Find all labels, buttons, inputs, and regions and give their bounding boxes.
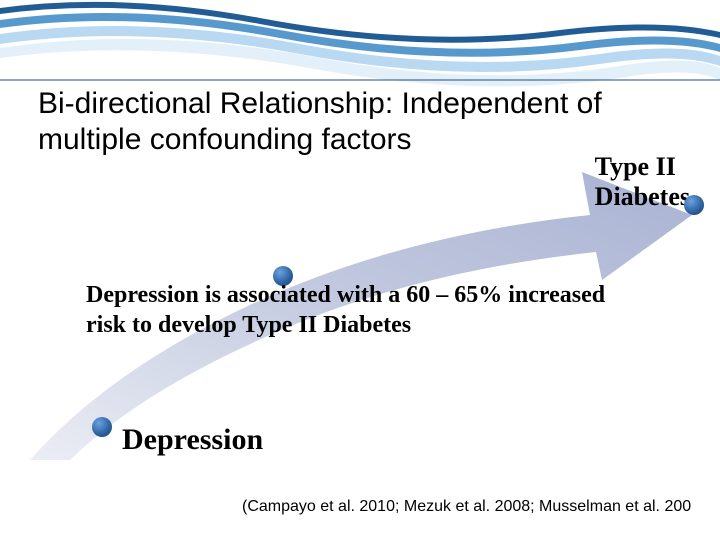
label-type2-diabetes: Type IIDiabetes bbox=[595, 152, 690, 212]
dot-diabetes-icon bbox=[684, 195, 704, 215]
slide: Bi-directional Relationship: Independent… bbox=[0, 0, 720, 540]
wave-decoration bbox=[0, 0, 720, 90]
label-depression: Depression bbox=[122, 423, 263, 457]
dot-depression-icon bbox=[92, 417, 112, 437]
slide-title: Bi-directional Relationship: Independent… bbox=[38, 86, 678, 158]
citation-text: (Campayo et al. 2010; Mezuk et al. 2008;… bbox=[242, 498, 720, 516]
label-type2-diabetes-text: Type IIDiabetes bbox=[595, 152, 690, 211]
body-text: Depression is associated with a 60 – 65%… bbox=[86, 280, 646, 340]
